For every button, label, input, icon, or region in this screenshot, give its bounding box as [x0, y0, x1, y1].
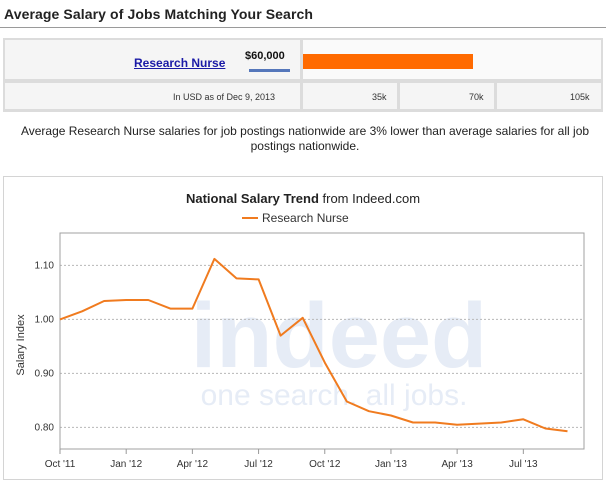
tick-cell-105k: [497, 83, 601, 109]
x-tick-label: Jan '13: [375, 459, 407, 470]
salary-job-cell: Research Nurse $60,000: [5, 40, 300, 79]
series-line-research-nurse: [59, 257, 568, 433]
x-tick-label: Oct '11: [45, 459, 76, 470]
y-axis-label: Salary Index: [15, 314, 27, 376]
x-tick-label: Apr '13: [441, 459, 473, 470]
tick-cell-35k: [303, 83, 397, 109]
chart-title: National Salary Trend from Indeed.com: [186, 191, 420, 206]
x-tick-label: Jul '12: [244, 459, 273, 470]
chart-title-suffix: from Indeed.com: [319, 191, 420, 206]
indeed-watermark-tagline: one search. all jobs.: [201, 379, 468, 412]
y-tick-label: 0.80: [35, 422, 55, 433]
page-title: Average Salary of Jobs Matching Your Sea…: [4, 6, 314, 22]
title-divider: [0, 27, 606, 28]
comparison-text: Average Research Nurse salaries for job …: [20, 124, 590, 153]
scale-tick-35k: 35k: [372, 92, 387, 102]
indeed-watermark-logo: indeed: [191, 285, 487, 387]
currency-note-cell: [5, 83, 300, 109]
salary-amount-underline: [249, 69, 290, 72]
chart-title-main: National Salary Trend: [186, 191, 319, 206]
y-tick-label: 0.90: [35, 368, 55, 379]
research-nurse-link[interactable]: Research Nurse: [134, 56, 226, 70]
x-tick-label: Jan '12: [110, 459, 142, 470]
x-tick-label: Jul '13: [509, 459, 538, 470]
salary-panel: Research Nurse $60,000 In USD as of Dec …: [3, 38, 603, 112]
y-tick-label: 1.00: [35, 314, 55, 325]
currency-note: In USD as of Dec 9, 2013: [173, 92, 276, 102]
legend-label-research-nurse: Research Nurse: [262, 211, 349, 225]
y-tick-label: 1.10: [35, 260, 55, 271]
tick-cell-70k: [400, 83, 494, 109]
scale-tick-70k: 70k: [469, 92, 484, 102]
salary-amount: $60,000: [245, 50, 285, 62]
x-tick-label: Apr '12: [177, 459, 209, 470]
scale-tick-105k: 105k: [570, 92, 590, 102]
x-tick-label: Oct '12: [309, 459, 341, 470]
plot-area: [59, 232, 585, 450]
salary-bar: [303, 54, 473, 69]
salary-trend-panel: indeed one search. all jobs. 0.80 0.90 1.00…: [3, 176, 603, 480]
